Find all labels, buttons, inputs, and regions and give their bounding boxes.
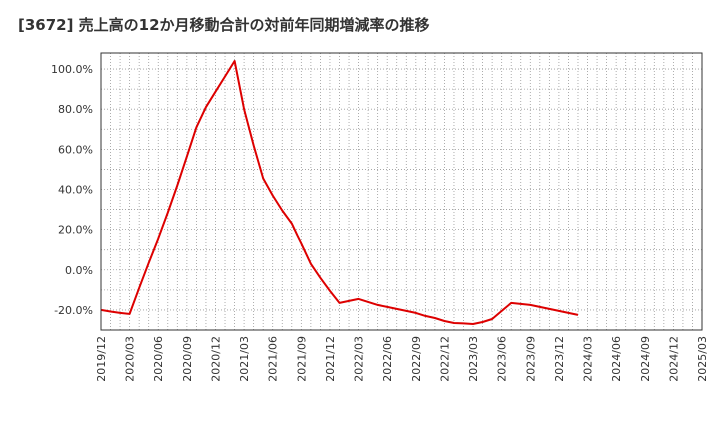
- x-axis-ticks: 2019/12 2020/03 2020/06 2020/09 2020/12 2021/…: [95, 336, 709, 382]
- x-tick-label: 2025/03: [696, 336, 709, 382]
- y-tick-label: 40.0%: [58, 183, 93, 196]
- y-tick-label: 80.0%: [58, 103, 93, 116]
- x-tick-label: 2023/06: [496, 336, 509, 382]
- x-tick-label: 2020/03: [124, 336, 137, 382]
- plot-area: [101, 53, 702, 330]
- x-tick-label: 2021/12: [324, 336, 337, 382]
- x-tick-label: 2022/03: [353, 336, 366, 382]
- y-tick-label: -20.0%: [54, 304, 93, 317]
- series-layer: [100, 60, 579, 325]
- x-tick-label: 2024/03: [582, 336, 595, 382]
- x-tick-label: 2024/12: [667, 336, 680, 382]
- x-tick-label: 2023/03: [467, 336, 480, 382]
- series-line: [100, 60, 579, 325]
- x-tick-label: 2020/12: [209, 336, 222, 382]
- plot-frame: [100, 52, 703, 331]
- x-tick-label: 2021/09: [295, 336, 308, 382]
- x-tick-label: 2020/09: [181, 336, 194, 382]
- x-tick-label: 2022/12: [438, 336, 451, 382]
- y-tick-label: 20.0%: [58, 224, 93, 237]
- x-tick-label: 2024/06: [610, 336, 623, 382]
- x-tick-label: 2021/06: [267, 336, 280, 382]
- y-tick-label: 100.0%: [51, 63, 93, 76]
- x-tick-label: 2021/03: [238, 336, 251, 382]
- y-tick-label: 0.0%: [65, 264, 93, 277]
- y-tick-label: 60.0%: [58, 143, 93, 156]
- x-tick-label: 2022/09: [410, 336, 423, 382]
- x-tick-label: 2023/12: [553, 336, 566, 382]
- x-tick-label: 2019/12: [95, 336, 108, 382]
- x-tick-label: 2022/06: [381, 336, 394, 382]
- chart-title: [3672] 売上高の12か月移動合計の対前年同期増減率の推移: [18, 16, 430, 34]
- x-tick-label: 2024/09: [639, 336, 652, 382]
- y-axis-ticks: 100.0% 80.0% 60.0% 40.0% 20.0% 0.0% -20.0%: [51, 63, 93, 317]
- x-tick-label: 2023/09: [524, 336, 537, 382]
- x-tick-label: 2020/06: [152, 336, 165, 382]
